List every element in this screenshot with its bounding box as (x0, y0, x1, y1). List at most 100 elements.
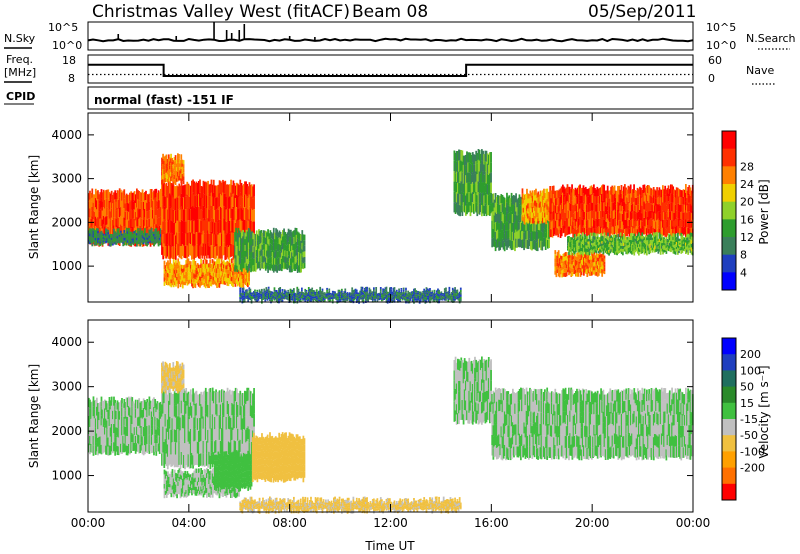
data-cell (581, 254, 584, 258)
data-cell (168, 180, 170, 194)
data-cell (494, 241, 497, 252)
data-cell (660, 229, 663, 238)
data-cell (674, 219, 677, 227)
data-cell (335, 294, 338, 296)
data-cell (497, 221, 499, 230)
data-cell (525, 217, 527, 223)
data-cell (300, 253, 302, 260)
data-cell (566, 192, 569, 202)
data-cell (371, 298, 374, 301)
data-cell (223, 276, 225, 281)
data-cell (298, 293, 301, 295)
data-cell (442, 298, 445, 300)
data-cell (326, 293, 328, 295)
data-cell (392, 299, 395, 302)
data-cell (626, 228, 629, 237)
data-cell (549, 203, 552, 212)
data-cell (157, 238, 160, 242)
data-cell (455, 171, 458, 182)
data-cell (575, 197, 578, 206)
data-cell (533, 239, 536, 249)
data-cell (239, 219, 242, 233)
data-cell (207, 205, 209, 219)
data-cell (89, 241, 91, 245)
data-cell (449, 294, 452, 296)
data-cell (294, 249, 297, 257)
data-cell (179, 185, 182, 198)
data-cell (96, 231, 98, 234)
data-cell (112, 237, 114, 240)
data-cell (628, 211, 631, 220)
data-cell (93, 194, 96, 203)
data-cell (236, 246, 239, 253)
data-cell (170, 232, 173, 246)
data-cell (192, 260, 194, 265)
data-cell (251, 292, 254, 294)
data-cell (637, 189, 640, 197)
data-cell (487, 154, 490, 165)
data-cell (172, 185, 175, 198)
data-cell (301, 293, 303, 295)
data-cell (495, 205, 498, 214)
data-cell (180, 264, 183, 269)
data-cell (110, 236, 113, 238)
data-cell (576, 228, 579, 237)
data-cell (306, 292, 309, 295)
data-cell (578, 226, 580, 235)
data-cell (247, 300, 250, 302)
data-cell (580, 195, 583, 204)
data-cell (109, 220, 112, 229)
data-cell (205, 273, 208, 278)
data-cell (568, 261, 570, 266)
data-cell (194, 283, 197, 288)
data-cell (349, 292, 351, 294)
data-cell (179, 221, 182, 234)
data-cell (96, 191, 98, 201)
data-cell (473, 203, 475, 214)
data-cell (118, 197, 121, 208)
data-cell (678, 188, 680, 197)
data-cell (238, 220, 241, 232)
data-cell (668, 225, 671, 234)
data-cell (591, 202, 594, 211)
data-cell (522, 207, 525, 213)
data-cell (390, 289, 392, 292)
data-cell (272, 292, 275, 294)
data-cell (108, 244, 111, 247)
data-cell (366, 293, 368, 297)
data-cell (690, 213, 693, 221)
data-cell (295, 241, 298, 249)
data-cell (243, 276, 246, 280)
data-cell (625, 195, 627, 204)
data-cell (218, 282, 221, 288)
data-cell (160, 207, 162, 217)
data-cell (632, 211, 634, 219)
data-cell (302, 240, 305, 246)
data-cell (584, 186, 587, 195)
data-cell (184, 268, 186, 272)
data-cell (602, 200, 604, 209)
data-cell (188, 243, 191, 255)
data-cell (605, 229, 608, 238)
data-cell (471, 162, 474, 173)
data-cell (243, 232, 246, 239)
data-cell (460, 150, 463, 161)
data-cell (385, 292, 388, 295)
data-cell (467, 192, 470, 203)
data-cell (642, 209, 645, 218)
data-cell (200, 276, 202, 282)
data-cell (115, 232, 118, 235)
data-cell (451, 287, 454, 291)
data-cell (250, 296, 253, 298)
data-cell (299, 296, 302, 299)
data-cell (153, 199, 155, 210)
cpid-panel: CPID normal (fast) -151 IF (4, 86, 694, 110)
data-cell (524, 239, 527, 248)
data-cell (215, 277, 217, 282)
data-cell (183, 185, 185, 198)
data-cell (320, 298, 323, 301)
data-cell (253, 292, 255, 294)
data-cell (164, 160, 167, 165)
data-cell (263, 261, 266, 268)
data-cell (289, 298, 292, 301)
